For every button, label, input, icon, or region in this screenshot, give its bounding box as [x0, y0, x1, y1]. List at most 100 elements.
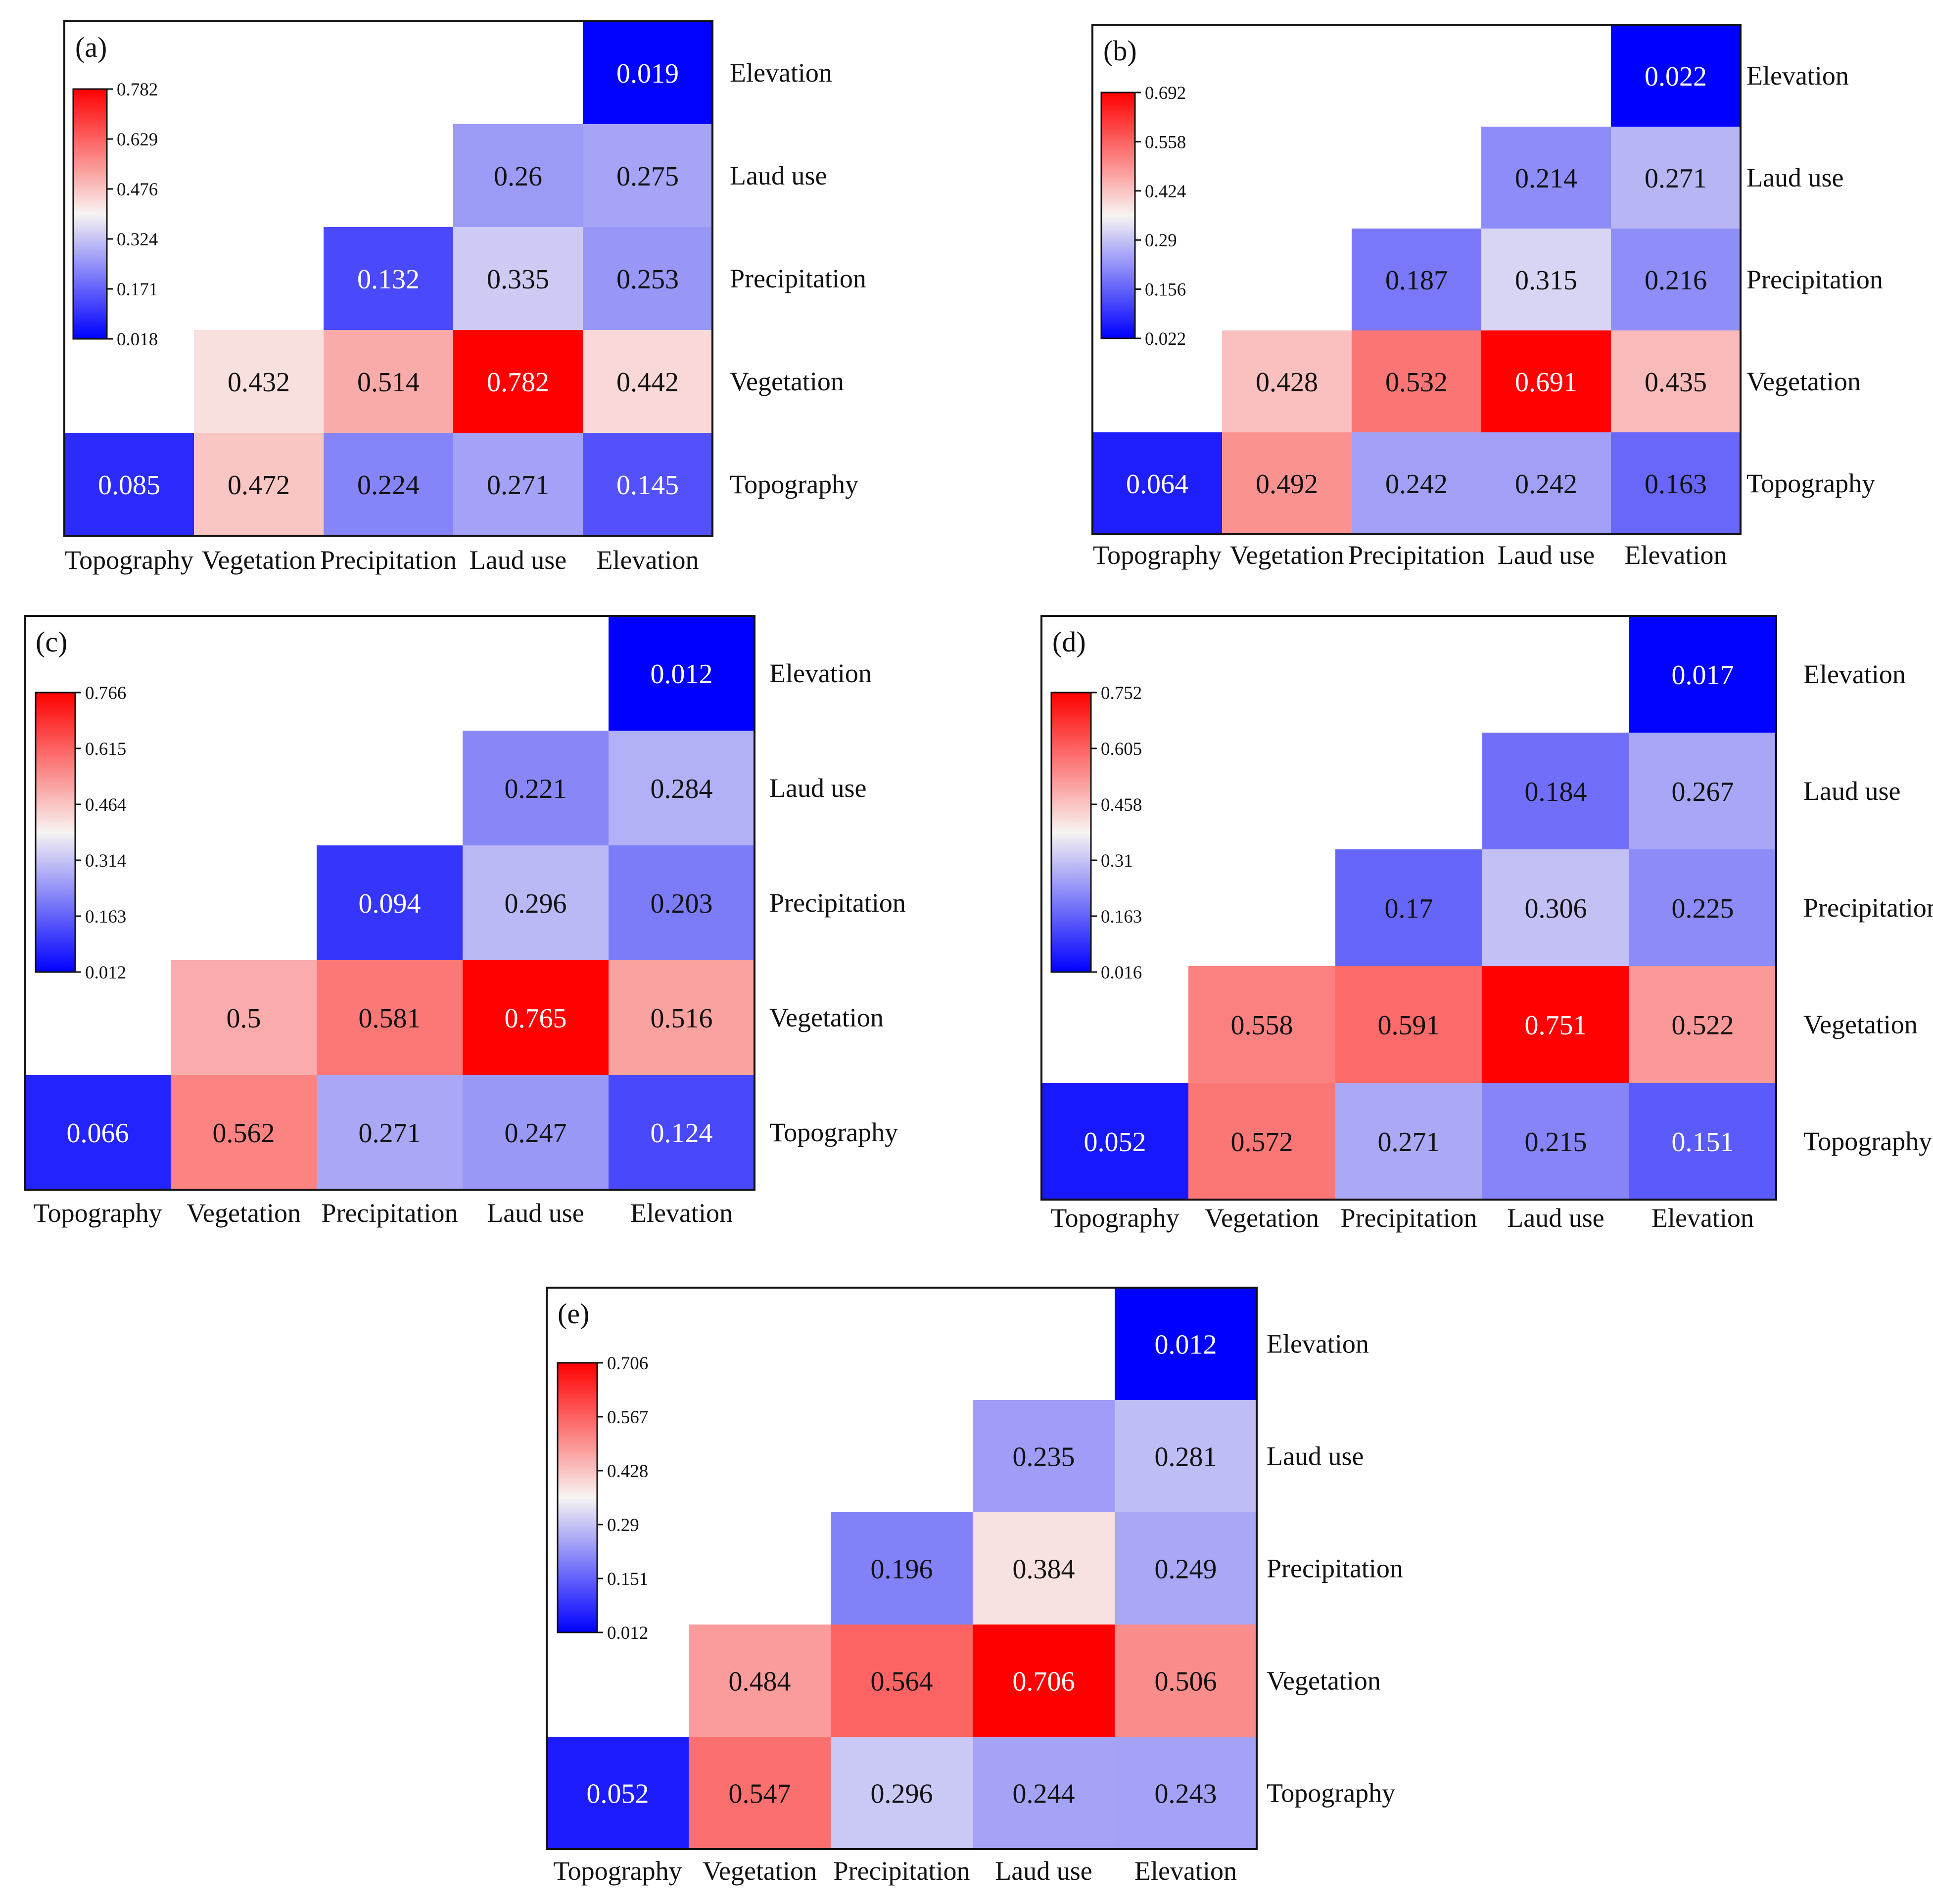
cell-value-label: 0.765 [505, 1003, 567, 1034]
x-axis-label: Elevation [1625, 540, 1727, 570]
colorbar-tick-label: 0.29 [607, 1515, 639, 1535]
y-axis-label: Laud use [769, 773, 866, 803]
cell-value-label: 0.591 [1378, 1010, 1440, 1041]
heatmap-cell [583, 433, 712, 536]
heatmap-cell [194, 433, 324, 536]
x-axis-label: Laud use [470, 545, 566, 575]
x-axis-label: Elevation [1134, 1856, 1237, 1886]
cell-value-label: 0.751 [1525, 1010, 1587, 1041]
cell-value-label: 0.235 [1013, 1442, 1075, 1473]
cell-value-label: 0.296 [505, 888, 567, 919]
heatmap-cell [1115, 1625, 1257, 1737]
colorbar-tick-label: 0.567 [607, 1407, 648, 1428]
heatmap-cell [1115, 1737, 1257, 1849]
x-axis-label: Vegetation [1230, 540, 1344, 570]
x-axis-label: Topography [1093, 540, 1222, 570]
y-axis-label: Vegetation [730, 367, 844, 396]
heatmap-cell [1481, 330, 1611, 432]
cell-value-label: 0.151 [1672, 1127, 1734, 1158]
heatmap-cell [831, 1625, 973, 1737]
cell-value-label: 0.017 [1672, 660, 1734, 691]
colorbar-tick-label: 0.615 [85, 739, 126, 759]
cell-value-label: 0.315 [1515, 265, 1577, 296]
colorbar-tick-label: 0.151 [607, 1569, 648, 1589]
colorbar-tick-label: 0.706 [607, 1353, 648, 1374]
plot-frame [1040, 615, 1777, 1201]
colorbar-tick-label: 0.424 [1145, 182, 1186, 202]
colorbar [72, 88, 108, 340]
colorbar-tick-label: 0.314 [85, 851, 126, 871]
x-axis-label: Elevation [597, 545, 699, 575]
plot-frame [63, 20, 713, 537]
y-axis-label: Precipitation [1803, 893, 1933, 923]
heatmap-cell [194, 330, 324, 433]
cell-value-label: 0.271 [487, 470, 549, 501]
cell-value-label: 0.196 [871, 1554, 933, 1585]
heatmap-cell [463, 1075, 609, 1190]
heatmap-cell [609, 845, 754, 960]
heatmap-cell [1481, 432, 1611, 534]
y-axis-label: Laud use [1267, 1441, 1364, 1471]
colorbar-tick-label: 0.163 [1101, 907, 1142, 927]
cell-value-label: 0.284 [651, 774, 713, 804]
colorbar-tick-label: 0.022 [1145, 329, 1186, 349]
heatmap-cell [973, 1400, 1115, 1512]
colorbar-tick-label: 0.018 [117, 329, 158, 350]
y-axis-label: Topography [730, 469, 858, 499]
heatmap-cell [171, 1075, 317, 1190]
cell-value-label: 0.187 [1385, 265, 1448, 296]
cell-value-label: 0.012 [651, 659, 713, 690]
heatmap-cell [973, 1625, 1115, 1737]
heatmap-cell [1222, 330, 1352, 432]
y-axis-label: Vegetation [1746, 367, 1861, 396]
cell-value-label: 0.253 [616, 264, 679, 295]
y-axis-label: Topography [769, 1117, 898, 1147]
cell-value-label: 0.203 [651, 888, 713, 919]
colorbar [1100, 92, 1136, 339]
cell-value-label: 0.052 [1084, 1127, 1146, 1158]
colorbar-tick-label: 0.629 [117, 130, 158, 150]
heatmap-cell [1335, 966, 1482, 1083]
x-axis-label: Laud use [487, 1198, 584, 1228]
cell-value-label: 0.547 [729, 1779, 791, 1810]
y-axis-label: Laud use [1746, 163, 1843, 192]
colorbar [35, 692, 76, 973]
cell-value-label: 0.384 [1013, 1554, 1075, 1585]
heatmap-cell [583, 21, 712, 124]
heatmap-cell [453, 124, 583, 227]
x-axis-label: Laud use [1507, 1203, 1604, 1233]
heatmap-cell [1629, 1083, 1776, 1200]
cell-value-label: 0.184 [1525, 777, 1587, 807]
heatmap-cell [609, 960, 754, 1075]
heatmap-cell [1629, 849, 1776, 966]
cell-value-label: 0.163 [1645, 469, 1707, 500]
heatmap-cell [1352, 330, 1481, 432]
heatmap-cell [1611, 229, 1741, 330]
cell-value-label: 0.492 [1256, 469, 1318, 500]
y-axis-label: Precipitation [730, 264, 866, 293]
heatmap-cell [324, 330, 453, 433]
heatmap-cell [1482, 966, 1629, 1083]
cell-value-label: 0.267 [1672, 777, 1734, 807]
cell-value-label: 0.145 [616, 470, 679, 501]
x-axis-label: Vegetation [1205, 1203, 1319, 1233]
cell-value-label: 0.17 [1385, 893, 1433, 924]
cell-value-label: 0.275 [616, 161, 679, 192]
x-axis-label: Laud use [1498, 540, 1595, 570]
y-axis-label: Precipitation [769, 888, 906, 918]
cell-value-label: 0.216 [1645, 265, 1707, 296]
y-axis-label: Vegetation [1803, 1010, 1918, 1039]
heatmap-cell [453, 227, 583, 330]
cell-value-label: 0.094 [359, 888, 421, 919]
cell-value-label: 0.442 [616, 367, 679, 398]
cell-value-label: 0.296 [871, 1779, 933, 1810]
heatmap-cell [1482, 1083, 1629, 1200]
panel-label: (b) [1103, 35, 1137, 67]
heatmap-cell [1481, 229, 1611, 330]
heatmap-cell [463, 845, 609, 960]
x-axis-label: Topography [1050, 1203, 1179, 1233]
colorbar-tick-label: 0.605 [1101, 739, 1142, 759]
heatmap-cell [1115, 1400, 1257, 1512]
cell-value-label: 0.271 [359, 1118, 421, 1149]
colorbar-tick-label: 0.163 [85, 907, 126, 927]
